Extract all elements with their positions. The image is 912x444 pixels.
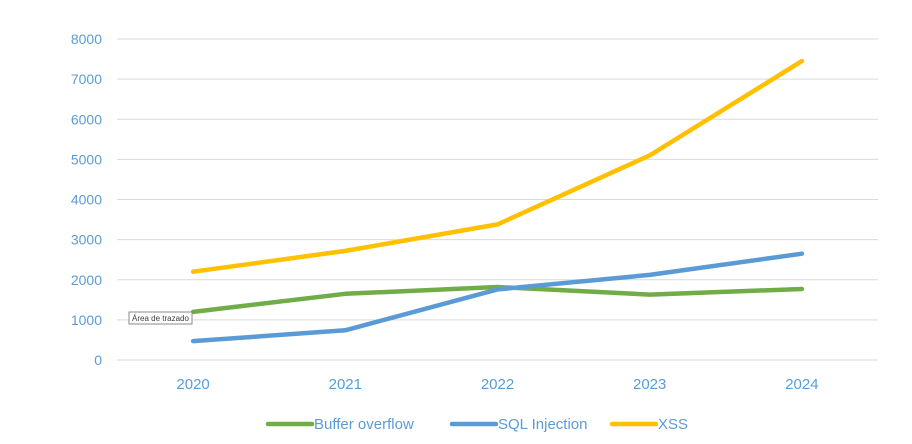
legend: Buffer overflow SQL Injection XSS [265,416,688,433]
y-axis-tick-labels: 0 1000 2000 3000 4000 5000 6000 7000 8000 [71,31,102,368]
gridlines [117,38,878,361]
plot-area-tooltip: Área de trazado [128,311,193,325]
legend-label: Buffer overflow [314,416,414,433]
x-tick-label: 2022 [481,376,514,393]
x-tick-label: 2023 [633,376,666,393]
y-tick-label: 1000 [71,312,102,328]
y-tick-label: 6000 [71,111,102,127]
x-axis-tick-labels: 2020 2021 2022 2023 2024 [176,376,818,393]
y-tick-label: 0 [94,352,102,368]
x-tick-label: 2024 [785,376,818,393]
tooltip-text: Área de trazado [132,314,189,323]
legend-label: SQL Injection [498,416,588,433]
series-line-xss[interactable] [190,58,805,274]
tooltip-box [128,311,193,325]
legend-label: XSS [658,416,688,433]
legend-item: Buffer overflow [265,416,414,433]
legend-item: XSS [609,416,688,433]
y-tick-label: 5000 [71,151,102,167]
y-tick-label: 7000 [71,71,102,87]
legend-item: SQL Injection [449,416,588,433]
series-line-sql-injection[interactable] [190,251,805,344]
plot-area[interactable] [190,58,805,344]
x-tick-label: 2020 [176,376,209,393]
x-tick-label: 2021 [329,376,362,393]
y-tick-label: 8000 [71,31,102,47]
y-tick-label: 2000 [71,272,102,288]
y-tick-label: 4000 [71,192,102,208]
y-tick-label: 3000 [71,232,102,248]
series-line-buffer-overflow[interactable] [190,284,805,315]
